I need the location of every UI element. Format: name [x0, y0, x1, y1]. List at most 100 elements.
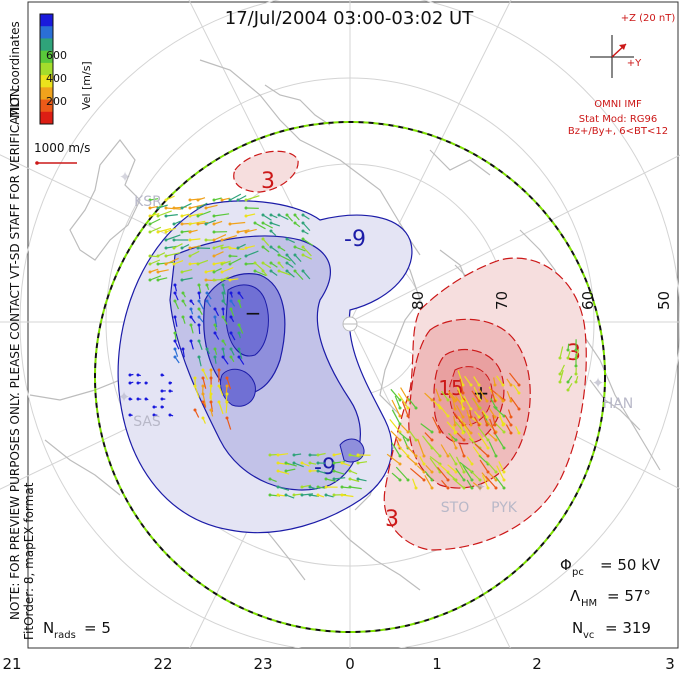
velocity-vector [229, 257, 242, 265]
velocity-vector [165, 245, 177, 249]
velocity-vector [333, 470, 345, 475]
velocity-vector [449, 433, 457, 449]
velocity-vector-origin [422, 462, 426, 466]
velocity-colorbar [39, 13, 54, 125]
velocity-vector [181, 277, 193, 281]
velocity-vector-origin [438, 454, 442, 458]
velocity-vector-origin [486, 454, 490, 458]
velocity-vector-origin [189, 339, 193, 343]
velocity-vector-origin [276, 453, 280, 457]
imf-dial [590, 35, 634, 78]
velocity-vector-origin [470, 486, 474, 490]
lat-label-50: 50 [655, 291, 673, 310]
velocity-vector-origin [136, 373, 140, 377]
velocity-vector-origin [221, 307, 225, 311]
velocity-vector [302, 246, 312, 257]
velocity-vector [341, 494, 354, 498]
velocity-vector [149, 218, 161, 225]
velocity-vector-origin [493, 383, 497, 387]
velocity-vector [448, 432, 457, 441]
velocity-vector [472, 397, 480, 410]
velocity-vector-origin [453, 399, 457, 403]
velocity-vector-origin [316, 493, 320, 497]
velocity-vector-origin [293, 245, 297, 249]
velocity-vector [441, 390, 449, 401]
velocity-vector-origin [156, 214, 160, 218]
velocity-vector-origin [172, 246, 176, 250]
velocity-vector [427, 442, 441, 457]
velocity-vector [453, 412, 464, 426]
velocity-vector-origin [398, 438, 402, 442]
velocity-vector-origin [144, 397, 148, 401]
svg-text:N: N [43, 619, 54, 637]
velocity-vector-origin [478, 478, 482, 482]
colorbar-swatch [40, 99, 53, 113]
velocity-vector [478, 454, 489, 465]
velocity-vector-origin [188, 198, 192, 202]
velocity-vector-origin [502, 486, 506, 490]
velocity-vector-origin [566, 356, 570, 360]
velocity-vector [213, 234, 227, 241]
velocity-vector [302, 254, 312, 260]
velocity-vector-origin [160, 405, 164, 409]
velocity-vector-origin [430, 470, 434, 474]
velocity-vector-origin [269, 245, 273, 249]
velocity-vector-origin [229, 307, 233, 311]
velocity-vector-origin [332, 453, 336, 457]
velocity-vector-origin [221, 283, 225, 287]
velocity-vector-origin [348, 477, 352, 481]
velocity-vector-origin [462, 470, 466, 474]
velocity-vector-origin [209, 408, 213, 412]
velocity-vector-origin [316, 453, 320, 457]
velocity-vector-origin [438, 430, 442, 434]
velocity-vector [218, 401, 224, 415]
hm-boundary [94, 121, 606, 633]
velocity-vector-origin [228, 262, 232, 266]
velocity-vector-origin [574, 348, 578, 352]
velocity-vector-origin [517, 431, 521, 435]
velocity-vector-origin [340, 461, 344, 465]
velocity-vector-origin [301, 269, 305, 273]
velocity-vector [349, 478, 360, 483]
velocity-vector-origin [316, 461, 320, 465]
imf-source: OMNI IMF [594, 99, 642, 110]
velocity-vector-origin [261, 261, 265, 265]
velocity-vector [197, 210, 211, 217]
velocity-vector-origin [204, 238, 208, 242]
velocity-vector-origin [128, 373, 132, 377]
star-sas: ✦ [118, 388, 131, 406]
contour-label-pos2: 3 [385, 507, 399, 532]
velocity-vector-origin [356, 477, 360, 481]
velocity-vector [198, 340, 203, 350]
velocity-vector-origin [180, 278, 184, 282]
negative-cell [117, 200, 413, 534]
velocity-vector [285, 468, 296, 472]
velocity-vector-origin [221, 291, 225, 295]
velocity-vector-origin [398, 414, 402, 418]
velocity-vector [408, 429, 417, 441]
velocity-vector-origin [277, 213, 281, 217]
velocity-vector-origin [486, 470, 490, 474]
velocity-vector [157, 277, 168, 281]
velocity-vector-origin [414, 406, 418, 410]
star-han: ✦ [592, 374, 605, 392]
velocity-vector-origin [189, 299, 193, 303]
velocity-vector [429, 456, 441, 465]
velocity-vector-origin [261, 245, 265, 249]
velocity-vector-origin [229, 299, 233, 303]
velocity-vector-origin [209, 384, 213, 388]
velocity-vector-origin [212, 262, 216, 266]
velocity-vector-origin [237, 331, 241, 335]
velocity-vector [174, 316, 178, 327]
velocity-vector-origin [430, 438, 434, 442]
velocity-vector [149, 275, 162, 281]
velocity-vector-origin [196, 222, 200, 226]
velocity-vector-origin [156, 262, 160, 266]
velocity-vector [488, 472, 497, 481]
velocity-vector [400, 387, 409, 401]
velocity-vector-origin [244, 198, 248, 202]
velocity-vector [391, 472, 401, 481]
velocity-vector-origin [308, 485, 312, 489]
velocity-vector [432, 416, 441, 433]
velocity-vector-origin [201, 384, 205, 388]
